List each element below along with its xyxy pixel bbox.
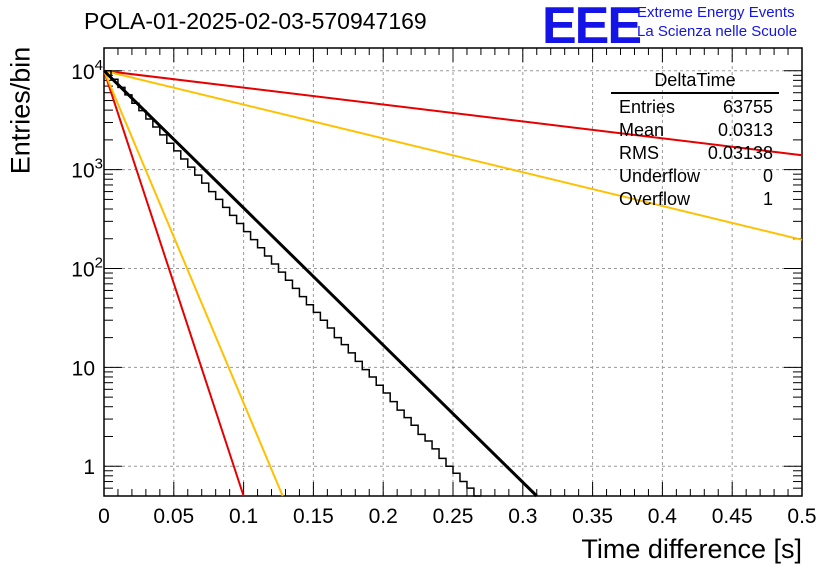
series-line-orange-shallow [103, 69, 803, 241]
series-line-red-shallow [103, 69, 803, 157]
x-axis-label: Time difference [s] [581, 534, 802, 564]
logo-line-2: La Scienza nelle Scuole [637, 23, 798, 40]
stats-value: 63755 [722, 97, 773, 117]
stats-value: 0 [762, 166, 773, 186]
y-tick-label: 1 [83, 456, 95, 479]
stats-label: Mean [619, 120, 665, 140]
eee-logo: EEE [542, 0, 642, 55]
y-tick-label: 102 [71, 255, 103, 282]
x-tick-label: 0.5 [787, 505, 816, 528]
x-tick-label: 0.05 [153, 505, 194, 528]
y-tick-label: 103 [71, 156, 103, 183]
stats-box: DeltaTime Entries 63755 Mean 0.0313 RMS … [611, 70, 779, 211]
x-tick-label: 0 [98, 505, 110, 528]
stats-value: 1 [762, 189, 773, 209]
x-tick-label: 0.2 [369, 505, 398, 528]
stats-row-mean: Mean 0.0313 [611, 119, 779, 142]
series-line-red-steep [103, 70, 245, 497]
x-tick-label: 0.4 [648, 505, 678, 528]
stats-label: RMS [619, 143, 659, 163]
stats-row-rms: RMS 0.03138 [611, 142, 779, 165]
stats-row-overflow: Overflow 1 [611, 188, 779, 211]
stats-label: Underflow [619, 166, 701, 186]
stats-row-underflow: Underflow 0 [611, 165, 779, 188]
x-tick-label: 0.15 [293, 505, 334, 528]
x-tick-label: 0.1 [229, 505, 258, 528]
stats-row-entries: Entries 63755 [611, 96, 779, 119]
logo-line-1: Extreme Energy Events [637, 4, 795, 21]
stats-value: 0.03138 [707, 143, 773, 163]
x-tick-label: 0.25 [433, 505, 474, 528]
x-tick-label: 0.3 [508, 505, 537, 528]
y-tick-label: 104 [71, 57, 103, 84]
x-tick-label: 0.35 [572, 505, 613, 528]
y-tick-label: 10 [72, 357, 95, 380]
stats-value: 0.0313 [717, 120, 773, 140]
page-title: POLA-01-2025-02-03-570947169 [84, 8, 427, 34]
fit-line [102, 69, 538, 498]
stats-label: Entries [619, 97, 676, 117]
histogram-steps [104, 70, 481, 497]
stats-label: Overflow [619, 189, 691, 209]
y-axis-label: Entries/bin [5, 46, 36, 175]
stats-title: DeltaTime [611, 70, 779, 94]
series-line-orange-steep [103, 70, 284, 497]
x-tick-label: 0.45 [712, 505, 753, 528]
